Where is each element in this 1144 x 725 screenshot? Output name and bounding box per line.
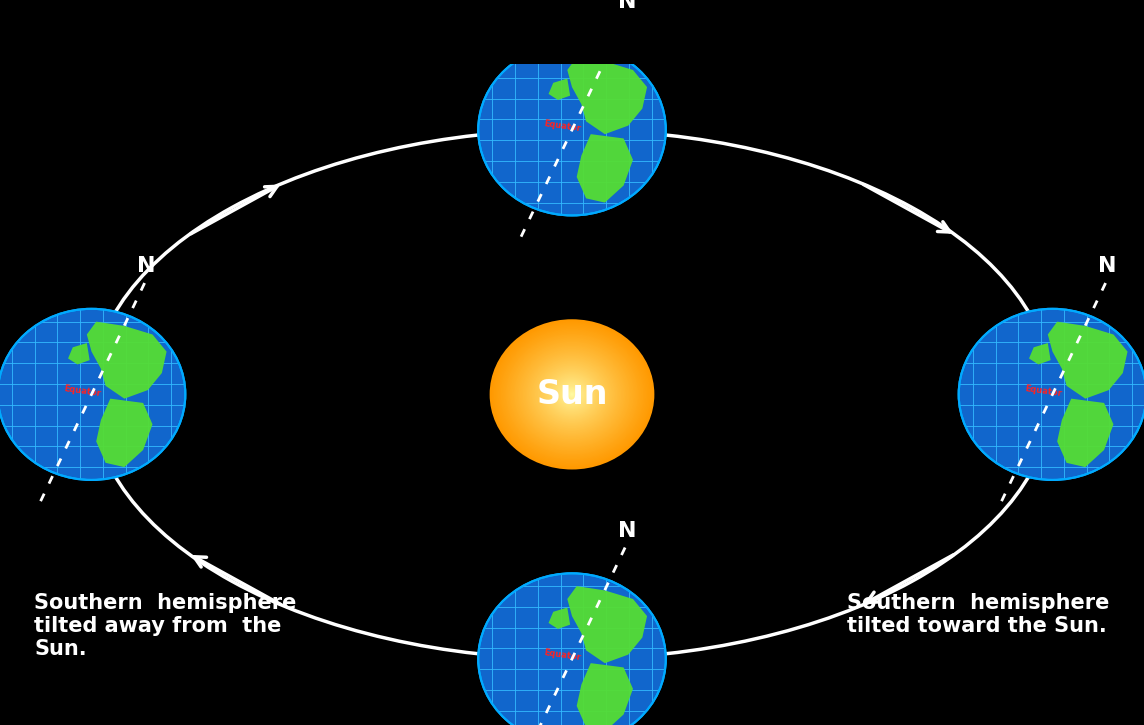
Ellipse shape	[550, 374, 594, 415]
Ellipse shape	[499, 328, 645, 461]
Ellipse shape	[503, 332, 641, 457]
Polygon shape	[1048, 322, 1128, 399]
Ellipse shape	[517, 344, 627, 444]
Polygon shape	[577, 663, 633, 725]
Ellipse shape	[490, 319, 654, 470]
Ellipse shape	[525, 352, 619, 437]
Ellipse shape	[496, 326, 648, 463]
Ellipse shape	[510, 338, 634, 451]
Ellipse shape	[491, 320, 653, 468]
Text: Equator: Equator	[1024, 384, 1063, 398]
Ellipse shape	[508, 336, 636, 453]
Ellipse shape	[542, 367, 602, 422]
Ellipse shape	[570, 392, 574, 397]
Polygon shape	[87, 322, 167, 399]
Text: N: N	[1098, 257, 1117, 276]
Polygon shape	[577, 134, 633, 202]
Ellipse shape	[515, 341, 629, 447]
Ellipse shape	[571, 393, 573, 396]
Ellipse shape	[546, 370, 598, 418]
Ellipse shape	[519, 347, 625, 442]
Ellipse shape	[557, 381, 587, 408]
Polygon shape	[567, 57, 648, 134]
Ellipse shape	[522, 348, 622, 441]
Ellipse shape	[545, 369, 599, 420]
Ellipse shape	[513, 341, 631, 448]
Polygon shape	[1028, 343, 1050, 365]
Ellipse shape	[505, 333, 639, 456]
Text: N: N	[618, 521, 636, 541]
Ellipse shape	[539, 365, 605, 424]
Ellipse shape	[529, 355, 615, 434]
Ellipse shape	[501, 329, 643, 460]
Polygon shape	[69, 343, 89, 365]
Ellipse shape	[538, 363, 606, 426]
Ellipse shape	[564, 387, 580, 402]
Polygon shape	[548, 608, 570, 629]
Ellipse shape	[502, 331, 642, 458]
Ellipse shape	[526, 353, 618, 436]
Ellipse shape	[554, 378, 590, 410]
Text: Southern  hemisphere
tilted away from  the
Sun.: Southern hemisphere tilted away from the…	[34, 593, 296, 659]
Ellipse shape	[518, 346, 626, 443]
Ellipse shape	[959, 309, 1144, 480]
Ellipse shape	[566, 389, 578, 399]
Ellipse shape	[540, 365, 604, 423]
Text: N: N	[618, 0, 636, 12]
Ellipse shape	[478, 573, 666, 725]
Ellipse shape	[516, 343, 628, 446]
Ellipse shape	[537, 362, 607, 427]
Ellipse shape	[565, 388, 579, 401]
Ellipse shape	[535, 360, 609, 428]
Ellipse shape	[523, 349, 621, 439]
Ellipse shape	[567, 391, 577, 398]
Ellipse shape	[530, 355, 614, 434]
Ellipse shape	[498, 327, 646, 462]
Ellipse shape	[533, 360, 611, 429]
Ellipse shape	[563, 386, 581, 403]
Text: Southern  hemisphere
tilted toward the Sun.: Southern hemisphere tilted toward the Su…	[848, 593, 1110, 636]
Polygon shape	[567, 586, 648, 663]
Ellipse shape	[547, 372, 597, 417]
Ellipse shape	[549, 373, 595, 415]
Polygon shape	[1057, 399, 1113, 467]
Polygon shape	[96, 399, 152, 467]
Ellipse shape	[553, 377, 591, 412]
Ellipse shape	[559, 383, 585, 406]
Text: Equator: Equator	[63, 384, 102, 398]
Ellipse shape	[0, 309, 185, 480]
Ellipse shape	[478, 44, 666, 215]
Ellipse shape	[558, 382, 586, 407]
Text: Equator: Equator	[543, 120, 582, 133]
Ellipse shape	[551, 376, 593, 413]
Text: Sun: Sun	[537, 378, 607, 411]
Ellipse shape	[543, 368, 601, 420]
Ellipse shape	[531, 357, 613, 432]
Ellipse shape	[556, 379, 588, 410]
Ellipse shape	[524, 351, 620, 438]
Ellipse shape	[494, 323, 650, 465]
Ellipse shape	[492, 322, 652, 467]
Text: Equator: Equator	[543, 648, 582, 663]
Ellipse shape	[561, 384, 583, 405]
Ellipse shape	[511, 339, 633, 450]
Polygon shape	[548, 78, 570, 100]
Ellipse shape	[506, 334, 638, 455]
Text: N: N	[137, 257, 156, 276]
Ellipse shape	[532, 358, 612, 431]
Ellipse shape	[495, 324, 649, 465]
Ellipse shape	[509, 337, 635, 452]
